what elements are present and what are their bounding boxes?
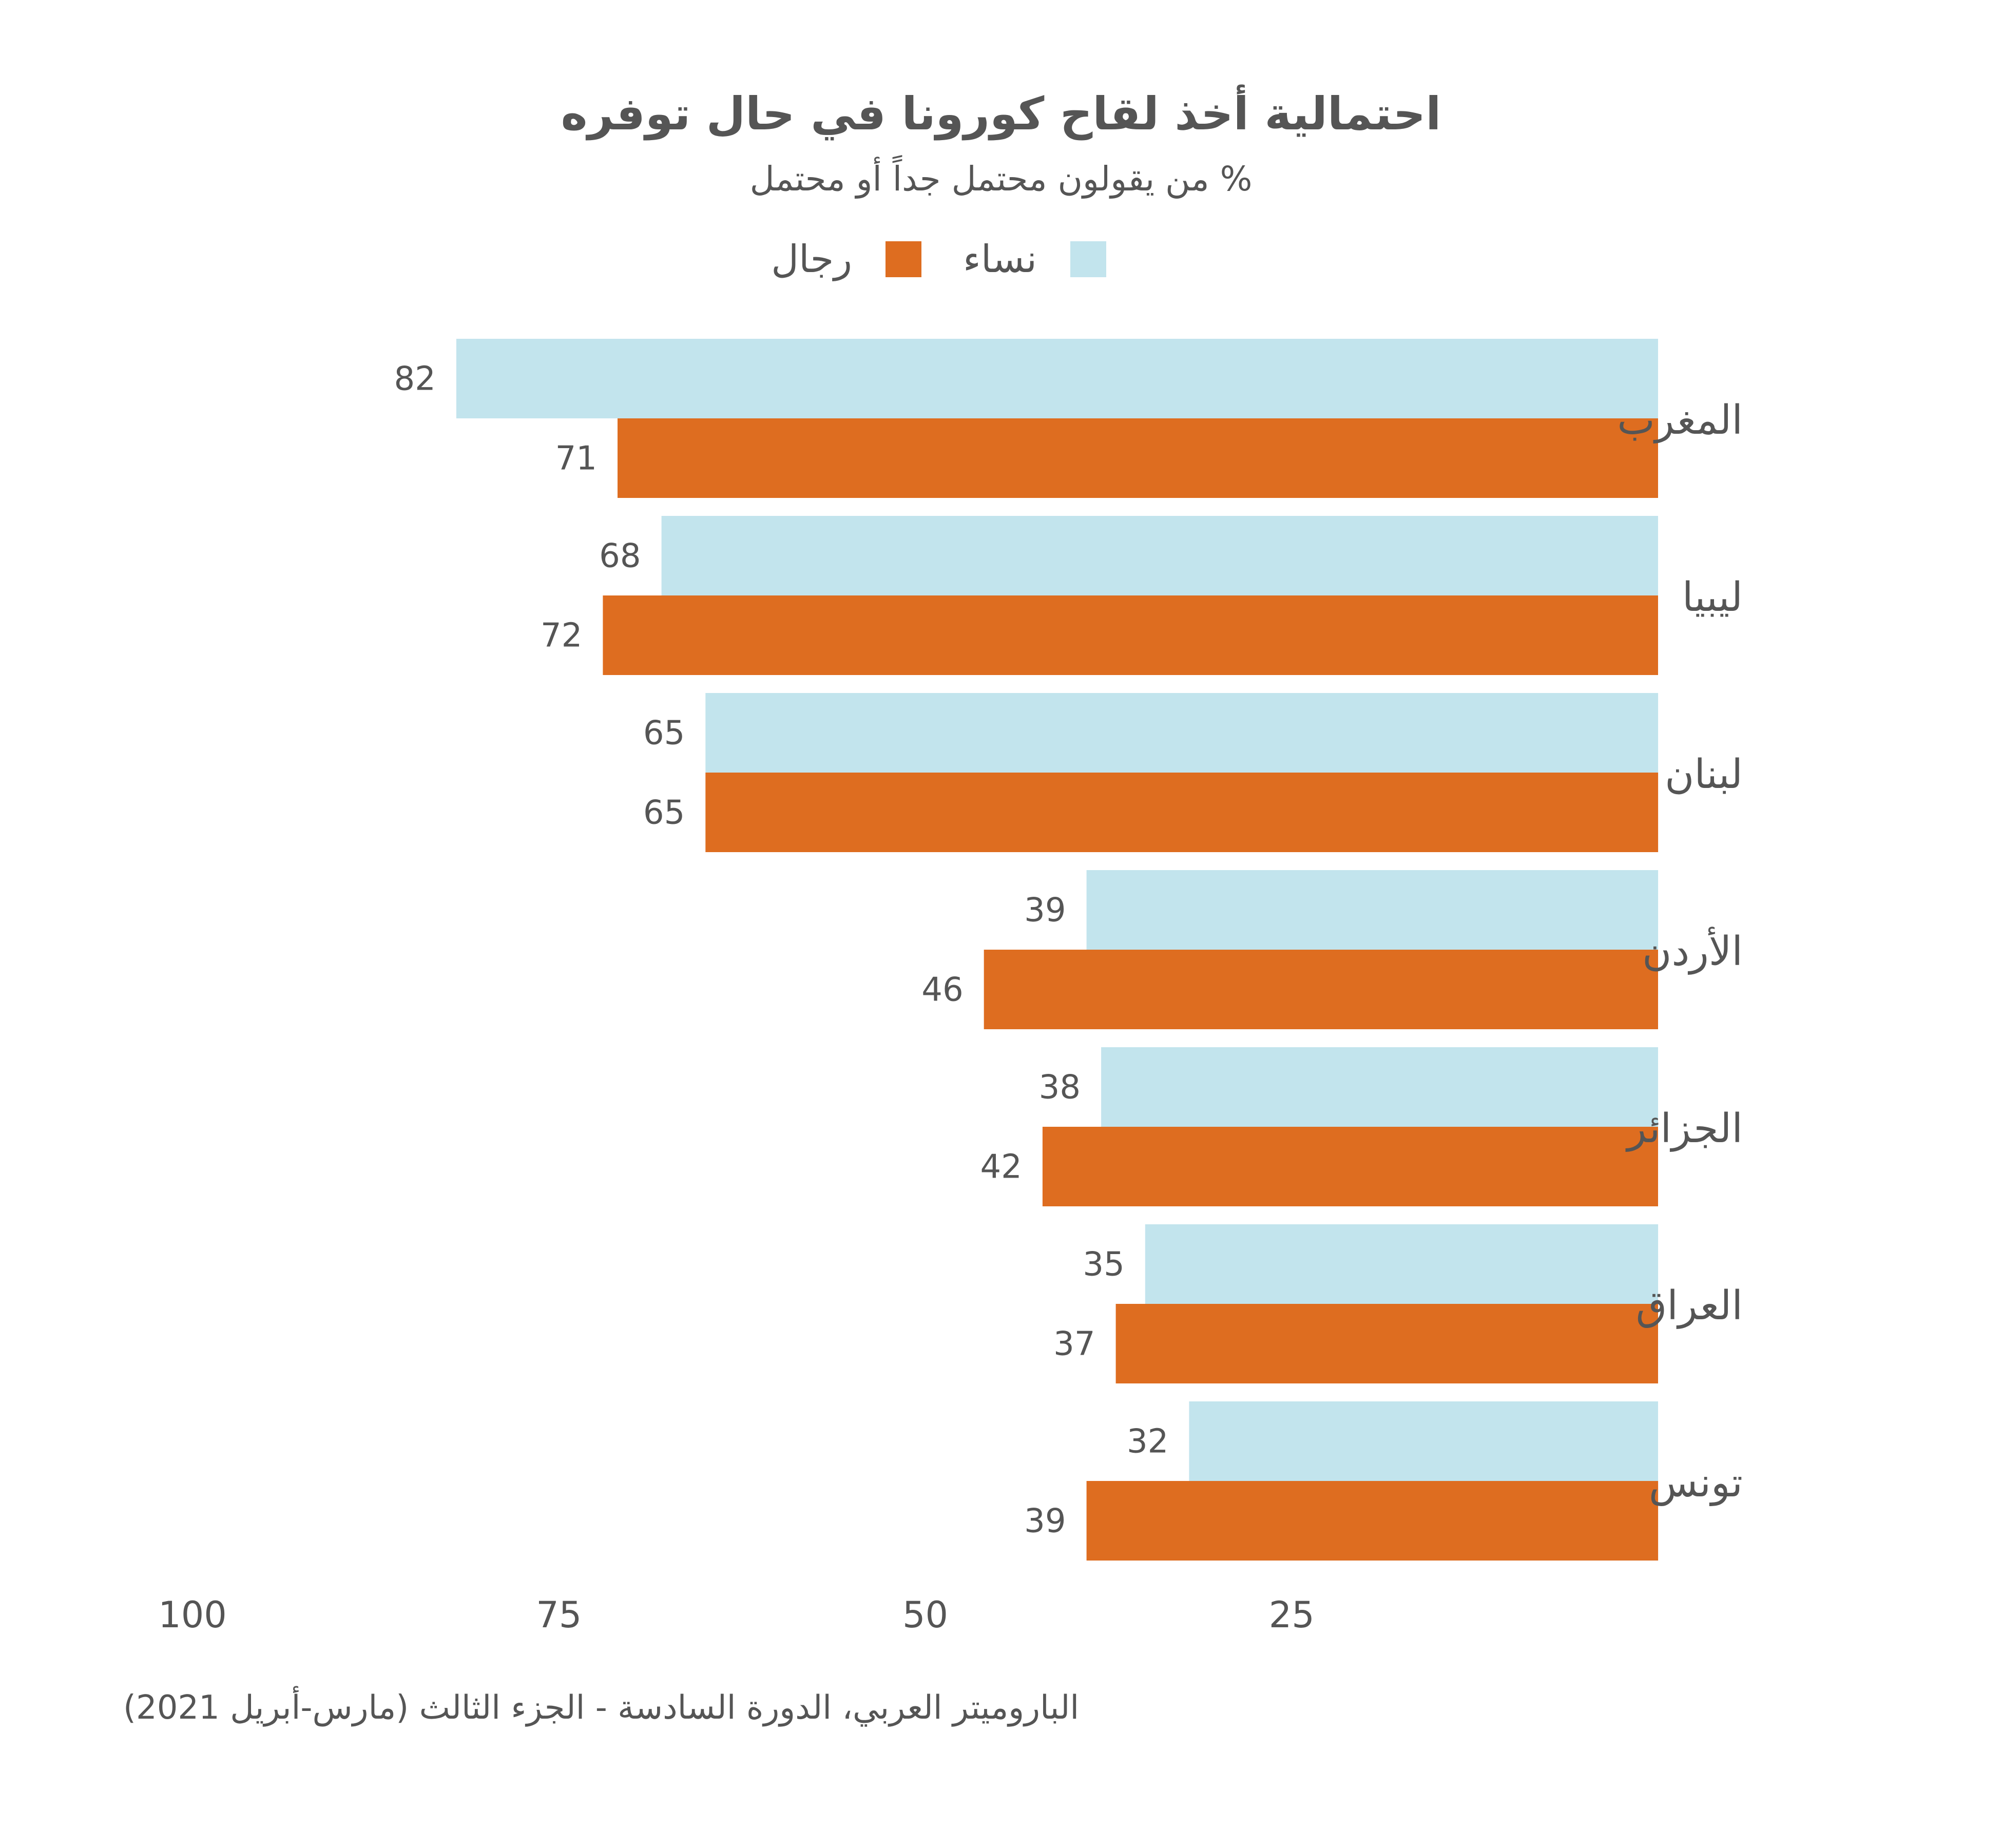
source-note: الباروميتر العربي، الدورة السادسة - الجز… xyxy=(123,1689,1080,1727)
data-label-men-0: 71 xyxy=(555,440,597,478)
data-label-women-4: 38 xyxy=(1039,1069,1081,1107)
data-label-women-0: 82 xyxy=(394,360,435,398)
bar-women-0 xyxy=(456,339,1659,418)
data-label-women-1: 68 xyxy=(599,537,641,575)
x-tick-label-2: 50 xyxy=(902,1594,948,1636)
bar-women-6 xyxy=(1189,1401,1658,1481)
chart-title: احتمالية أخذ لقاح كورونا في حال توفره xyxy=(561,87,1441,140)
bar-women-2 xyxy=(705,693,1659,773)
legend-swatch-men xyxy=(886,241,921,277)
category-label-0: المغرب xyxy=(1617,397,1743,444)
data-label-men-3: 46 xyxy=(921,971,963,1009)
bar-women-1 xyxy=(661,516,1658,595)
data-label-women-6: 32 xyxy=(1127,1423,1168,1461)
bar-men-3 xyxy=(984,950,1658,1029)
data-label-women-2: 65 xyxy=(643,715,685,753)
data-label-men-5: 37 xyxy=(1053,1325,1095,1363)
x-tick-label-1: 75 xyxy=(536,1594,582,1636)
x-tick-label-3: 25 xyxy=(1269,1594,1315,1636)
bar-men-5 xyxy=(1115,1304,1658,1383)
category-label-5: العراق xyxy=(1636,1283,1743,1330)
bar-women-5 xyxy=(1145,1224,1659,1304)
data-label-men-6: 39 xyxy=(1024,1503,1066,1541)
data-label-women-3: 39 xyxy=(1024,892,1066,930)
bar-men-1 xyxy=(603,595,1659,675)
category-label-1: ليبيا xyxy=(1682,574,1743,621)
data-label-men-2: 65 xyxy=(643,794,685,832)
category-label-3: الأردن xyxy=(1642,927,1743,975)
bar-women-3 xyxy=(1086,870,1659,950)
data-label-women-5: 35 xyxy=(1083,1246,1124,1284)
chart-legend: نساء رجال xyxy=(0,234,2002,285)
bar-men-4 xyxy=(1042,1127,1658,1206)
category-label-6: تونس xyxy=(1649,1460,1743,1507)
legend-label-women: نساء xyxy=(963,237,1037,281)
bar-women-4 xyxy=(1101,1047,1658,1127)
bar-men-2 xyxy=(705,773,1659,852)
bar-men-6 xyxy=(1086,1481,1659,1561)
legend-swatch-women xyxy=(1070,241,1106,277)
legend-label-men: رجال xyxy=(771,237,852,281)
category-label-4: الجزائر xyxy=(1625,1106,1743,1152)
data-label-men-4: 42 xyxy=(980,1148,1022,1186)
category-label-2: لبنان xyxy=(1665,752,1743,798)
bar-men-0 xyxy=(618,418,1658,498)
chart-subtitle: % من يقولون محتمل جداً أو محتمل xyxy=(749,159,1253,199)
x-tick-label-0: 100 xyxy=(158,1594,227,1636)
data-label-men-1: 72 xyxy=(541,617,582,655)
